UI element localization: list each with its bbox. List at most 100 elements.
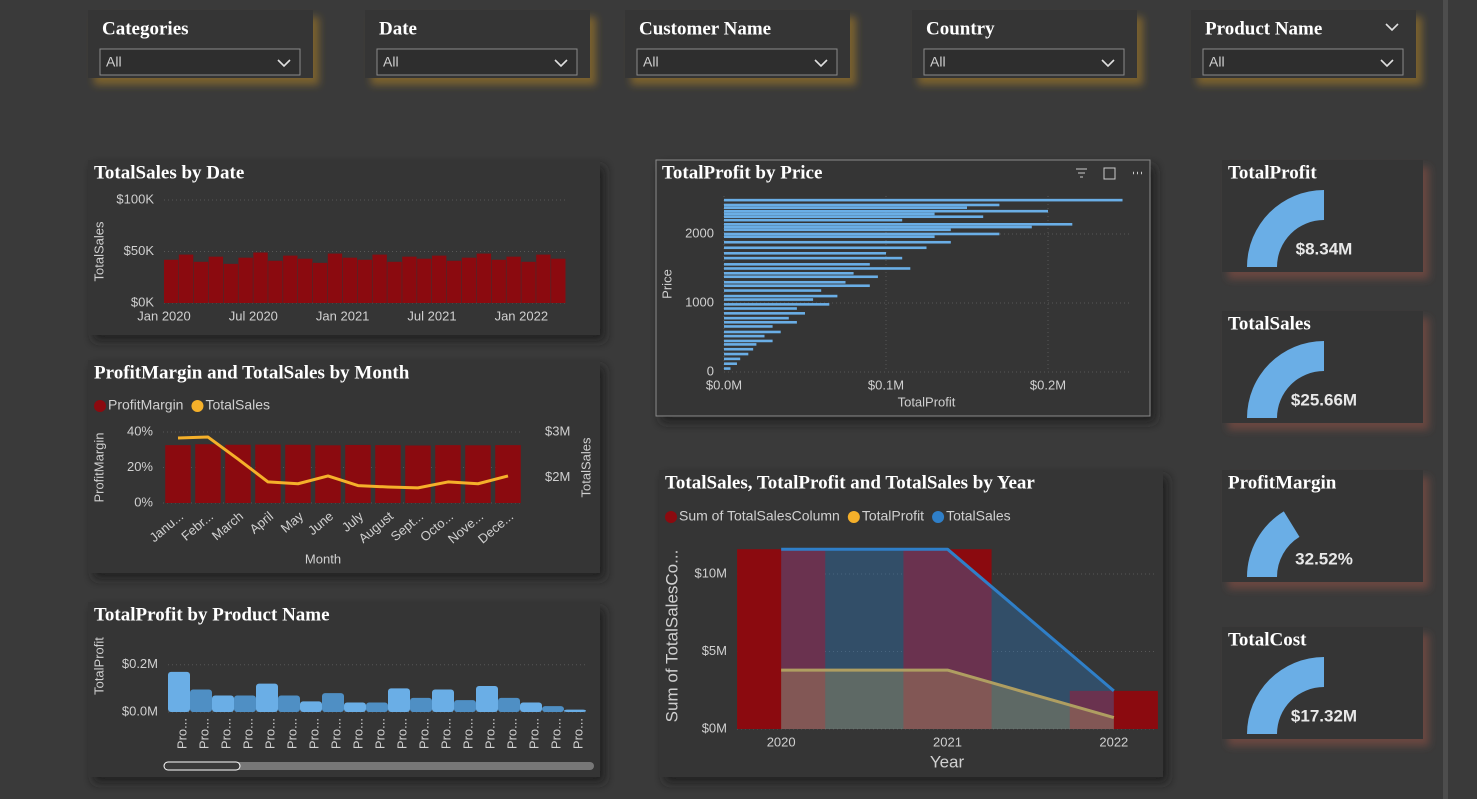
axis-title: TotalProfit (91, 637, 106, 695)
bar (724, 325, 773, 328)
bar (238, 257, 253, 303)
x-tick-label: Pro... (196, 718, 211, 749)
slicer-value: All (106, 54, 122, 70)
line (781, 547, 1115, 693)
bar (724, 362, 737, 366)
bar (724, 284, 870, 288)
bar (724, 357, 741, 361)
area (781, 670, 1114, 729)
bar (724, 312, 805, 315)
chart-title: ProfitMargin and TotalSales by Month (94, 362, 410, 383)
bar (724, 272, 854, 275)
bar (520, 702, 542, 712)
slicer: Date All (365, 10, 590, 78)
chart-title: TotalProfit by Product Name (94, 604, 330, 625)
y-tick-label: 0% (134, 494, 153, 509)
bar (724, 334, 765, 338)
slicer-dropdown[interactable] (99, 48, 301, 76)
bar (476, 253, 492, 303)
gauge-arc (1247, 341, 1324, 418)
bar (256, 683, 278, 712)
y-tick-label: 2000 (685, 225, 714, 240)
bar (724, 263, 870, 266)
bar (375, 445, 401, 503)
focus-icon[interactable] (1103, 167, 1116, 180)
slicer-dropdown[interactable] (1202, 48, 1404, 76)
x-tick-label: Jul 2020 (229, 308, 278, 323)
bar (542, 706, 564, 712)
slicer: Customer Name All (625, 10, 850, 78)
bar (498, 697, 520, 712)
bar (724, 222, 1073, 226)
bar (342, 257, 358, 303)
slicer-dropdown[interactable] (636, 48, 838, 76)
x-tick-label: 2020 (767, 734, 796, 749)
bar (724, 203, 1000, 207)
bar (212, 695, 234, 712)
x-tick-label: Pro... (284, 718, 299, 749)
x-tick-label: Pro... (372, 718, 387, 749)
axis-title: Year (930, 752, 965, 771)
legend-marker (94, 400, 106, 412)
panel (88, 602, 600, 777)
bar (724, 212, 935, 216)
y-tick-label: $5M (702, 643, 727, 658)
x-tick-label: $0.1M (868, 377, 904, 392)
filter-icon[interactable] (1076, 168, 1087, 178)
y-tick-label: 20% (127, 459, 153, 474)
bar (345, 444, 371, 503)
gauge-value: $17.32M (1291, 706, 1357, 725)
bar (372, 254, 387, 303)
legend-marker (665, 511, 677, 523)
bar (223, 263, 238, 303)
y-tick-label: $0.2M (122, 656, 158, 671)
bar (506, 256, 521, 303)
bar (327, 253, 343, 303)
legend-label: TotalSales (205, 397, 270, 413)
line (781, 668, 1115, 719)
bar (564, 709, 586, 712)
bar (724, 232, 1000, 236)
chart: TotalSales by Date $0K $50K $100K Jan 2020 Ju… (88, 160, 600, 335)
slicer-title: Country (926, 18, 995, 39)
x-tick-label: $0.2M (1030, 377, 1066, 392)
bar (300, 701, 322, 712)
chart-title: TotalSales, TotalProfit and TotalSales b… (665, 472, 1035, 493)
bar (724, 339, 773, 343)
y2-tick-label: $3M (545, 423, 570, 438)
slicer-dropdown[interactable] (376, 48, 578, 76)
bar (190, 689, 212, 712)
bar (253, 252, 268, 303)
axis-title: TotalSales (91, 221, 106, 281)
y-tick-label: 40% (127, 423, 153, 438)
bar (278, 695, 300, 712)
area (781, 549, 1114, 729)
chevron (554, 59, 568, 68)
x-tick-label: Pro... (548, 718, 563, 749)
x-tick-label: Pro... (350, 718, 365, 749)
scrollbar-thumb[interactable] (163, 761, 241, 771)
slicer-dropdown[interactable] (923, 48, 1125, 76)
bar (724, 251, 886, 255)
bar (357, 259, 372, 303)
x-tick-label: Pro... (394, 718, 409, 749)
slicer-value: All (383, 54, 399, 70)
axis-title: TotalProfit (898, 394, 956, 409)
bar (344, 702, 366, 712)
gauge-value: 32.52% (1295, 549, 1353, 568)
x-tick-label: Pro... (504, 718, 519, 749)
axis-title: Sum of TotalSalesCo... (662, 550, 681, 723)
slicer: Country All (912, 10, 1137, 78)
bar (724, 294, 838, 298)
x-tick-label: Pro... (416, 718, 431, 749)
slicer: Product Name All (1191, 10, 1416, 78)
bar (724, 352, 749, 356)
chart: ProfitMargin and TotalSales by Month 0% 20… (88, 360, 600, 573)
bar (461, 257, 477, 303)
chevron (1380, 59, 1394, 68)
bar (476, 686, 498, 712)
x-tick-label: Pro... (174, 718, 189, 749)
y-tick-label: $0K (131, 294, 154, 309)
legend-marker (932, 511, 945, 523)
scrollbar[interactable] (164, 762, 594, 770)
